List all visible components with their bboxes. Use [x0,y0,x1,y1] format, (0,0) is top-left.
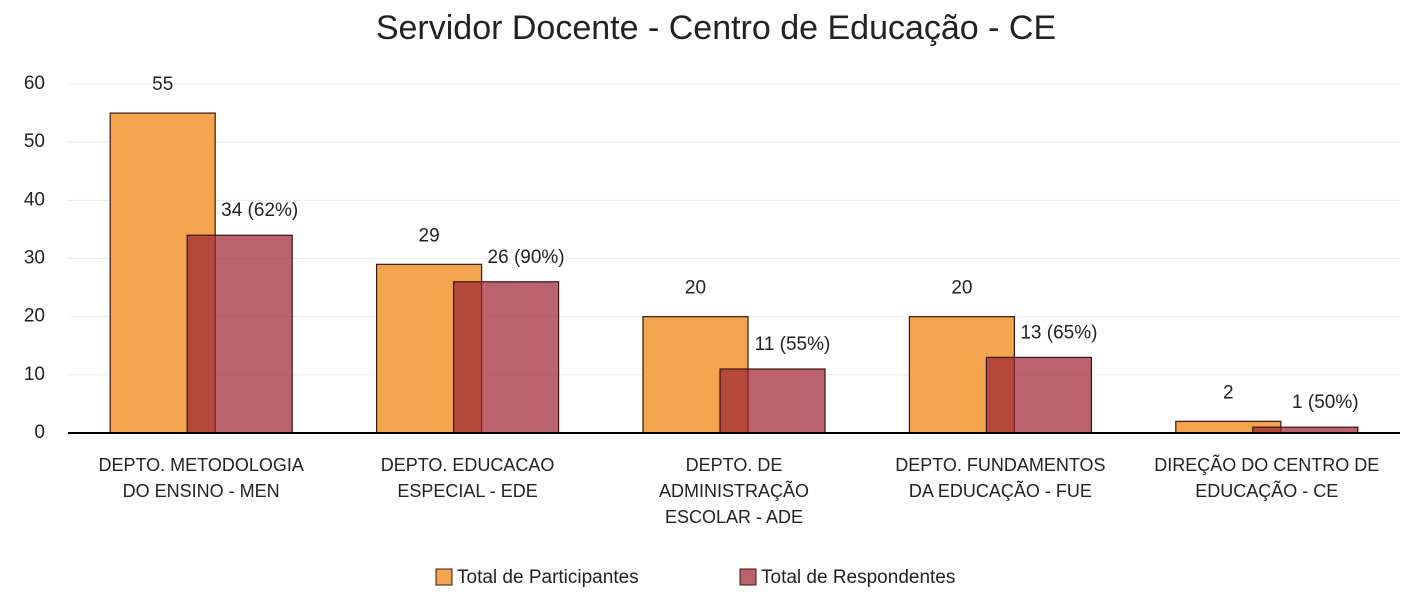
bar [985,356,1093,434]
data-label: 20 [685,278,706,299]
y-tick-label: 50 [24,131,45,152]
data-label: 11 (55%) [755,334,831,355]
data-label: 29 [419,225,440,246]
chart-title: Servidor Docente - Centro de Educação - … [376,9,1056,47]
y-tick-label: 0 [34,422,45,443]
x-tick-label: DEPTO. FUNDAMENTOS DA EDUCAÇÃO - FUE [895,455,1106,501]
y-tick-label: 60 [24,73,45,94]
y-tick-label: 30 [24,248,45,269]
data-label: 20 [951,278,972,299]
data-label: 2 [1223,382,1234,403]
x-tick-label: DIREÇÃO DO CENTRO DE EDUCAÇÃO - CE [1154,455,1380,501]
data-label: 13 (65%) [1020,322,1097,343]
legend-swatch [739,568,757,586]
bar [186,234,293,434]
legend-label: Total de Respondentes [761,567,955,588]
x-tick-label: DEPTO. EDUCACAO ESPECIAL - EDE [380,455,555,501]
y-tick-label: 40 [24,189,45,210]
data-label: 1 (50%) [1292,392,1359,413]
data-label: 26 (90%) [488,247,565,268]
bar [453,281,560,434]
bar [719,368,826,434]
y-tick-label: 20 [24,306,45,327]
x-tick-label: DEPTO. METODOLOGIA DO ENSINO - MEN [98,455,304,501]
legend-swatch [435,568,453,586]
y-tick-label: 10 [24,364,45,385]
data-label: 55 [152,74,173,95]
x-tick-label: DEPTO. DE ADMINISTRAÇÃO ESCOLAR - ADE [658,455,809,527]
legend-label: Total de Participantes [457,567,639,588]
data-label: 34 (62%) [221,200,298,221]
